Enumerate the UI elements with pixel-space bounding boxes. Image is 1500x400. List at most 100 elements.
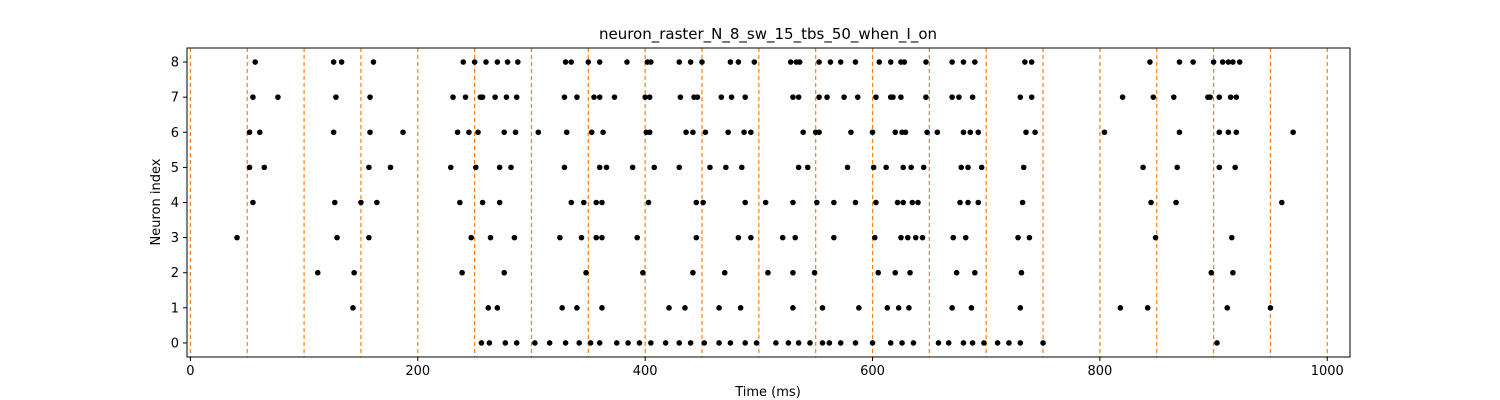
spike-point [1210,59,1217,65]
spike-point [790,94,796,100]
spike-point [1216,129,1223,136]
spike-point [994,340,1001,346]
spike-point [899,340,905,346]
spike-point [748,234,754,241]
spike-point [1225,129,1232,136]
spike-point [1176,129,1183,136]
spike-point [1119,94,1126,100]
spike-point [1232,164,1238,171]
spike-point [1020,164,1027,171]
spike-point [1170,94,1177,100]
spike-point [923,59,929,65]
spike-point [1219,59,1226,65]
spike-point [792,234,799,241]
spike-point [596,340,603,346]
spike-point [561,164,568,171]
spike-point [790,269,796,276]
spike-point [535,129,542,136]
spike-point [562,340,569,346]
spike-point [785,340,792,346]
spike-point [1173,199,1179,206]
y-tick-label: 0 [171,336,179,351]
spike-point [887,340,894,346]
spike-point [532,340,538,346]
spike-point [1225,59,1232,65]
spike-point [869,340,876,346]
spike-point [753,340,760,346]
spike-point [314,269,321,276]
spike-point [827,59,834,65]
spike-point [901,59,908,65]
spike-point [351,269,357,276]
spike-point [479,94,486,100]
spike-point [331,199,338,206]
spike-point [546,340,553,346]
spike-point [949,59,955,65]
spike-point [561,94,568,100]
spike-point [387,164,394,171]
spike-point [687,59,694,65]
spike-point [462,94,469,100]
spike-point [819,340,826,346]
spike-point [503,94,510,100]
spike-point [460,59,467,65]
spike-point [1216,164,1223,171]
spike-point [511,234,518,241]
spike-point [246,129,253,136]
spike-point [330,59,337,65]
spike-point [1026,234,1033,241]
spike-point [583,269,589,276]
spike-point [718,94,725,100]
spike-point [909,199,916,206]
spike-point [599,199,605,206]
spike-point [800,129,806,136]
spike-point [892,269,899,276]
spike-point [559,305,565,311]
spike-point [1147,59,1153,65]
spike-point [603,164,610,171]
spike-point [837,340,844,346]
spike-points [234,59,1296,346]
spike-point [682,305,688,311]
spike-point [975,199,982,206]
spike-point [648,340,654,346]
spike-point [471,59,478,65]
spike-point [596,94,603,100]
spike-point [844,164,851,171]
spike-point [841,94,847,100]
x-tick-label: 600 [860,364,885,379]
spike-point [693,199,700,206]
spike-point [852,340,859,346]
spike-point [677,94,684,100]
spike-point [742,94,748,100]
spike-point [494,59,501,65]
spike-point [915,199,921,206]
spike-point [1140,164,1146,171]
spike-point [694,94,701,100]
spike-point [580,199,587,206]
spike-point [1032,129,1038,136]
spike-point [334,234,340,241]
spike-point [450,94,456,100]
spike-point [945,340,952,346]
spike-point [811,269,818,276]
spike-point [596,59,603,65]
spike-point [599,305,605,311]
y-tick-label: 2 [171,266,179,281]
spike-point [1290,129,1296,136]
spike-point [587,340,594,346]
spike-point [737,305,744,311]
spike-point [459,269,465,276]
spike-point [492,94,498,100]
spike-point [588,129,595,136]
spike-point [707,164,713,171]
spike-point [790,199,796,206]
spike-point [1224,305,1231,311]
spike-point [513,340,520,346]
spike-point [848,129,854,136]
spike-point [900,164,907,171]
spike-point [902,129,909,136]
spike-point [1006,340,1012,346]
spike-point [816,94,822,100]
